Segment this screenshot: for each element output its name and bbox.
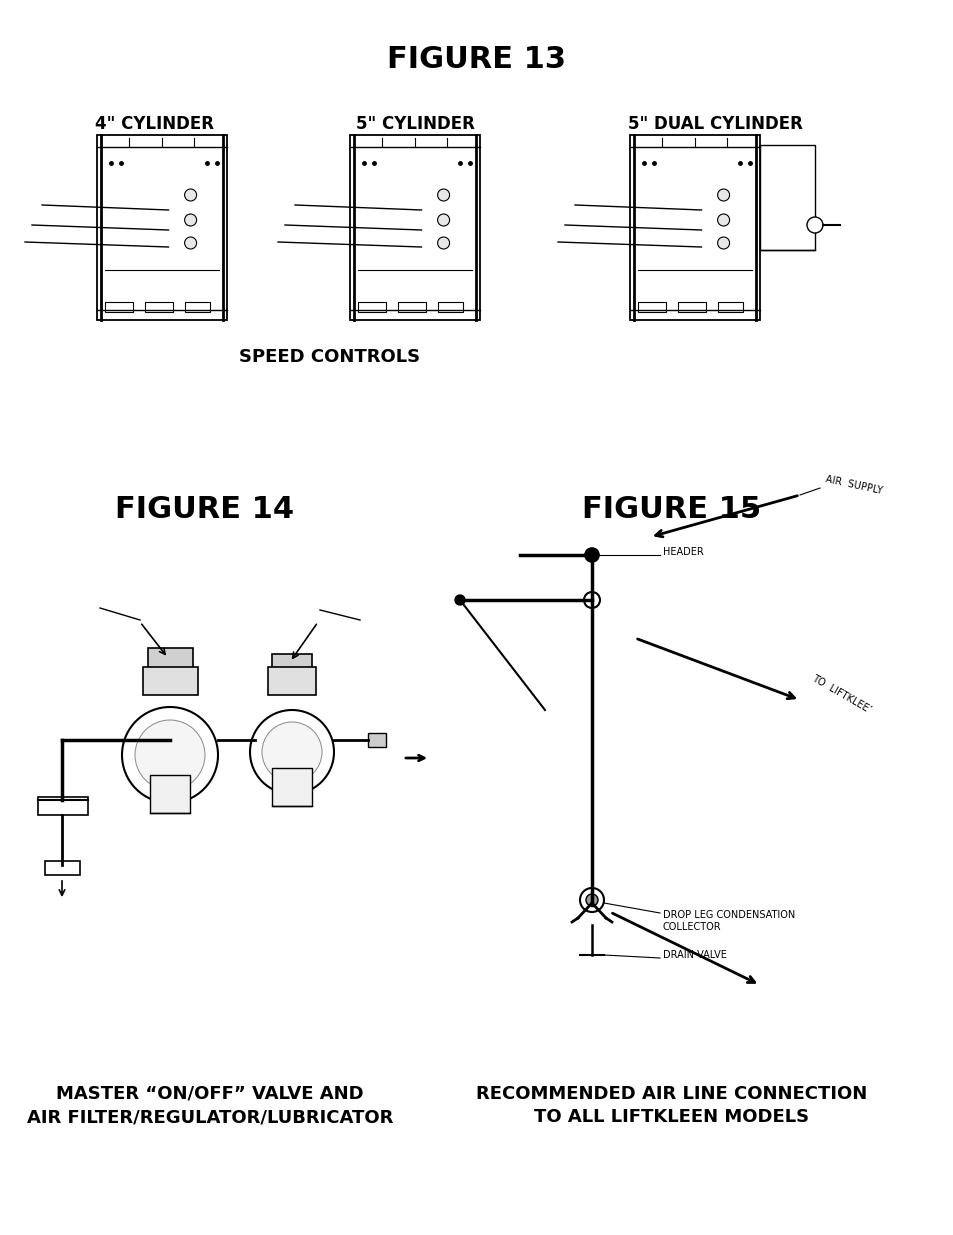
Bar [145,303,172,312]
Circle shape [806,217,822,233]
Circle shape [579,888,603,911]
Circle shape [455,595,464,605]
Circle shape [250,710,334,794]
Bar [437,303,462,312]
Text: 5" DUAL CYLINDER: 5" DUAL CYLINDER [627,115,801,133]
Circle shape [262,722,322,782]
Bar [143,667,198,695]
Bar [97,135,227,320]
Text: AIR FILTER/REGULATOR/LUBRICATOR: AIR FILTER/REGULATOR/LUBRICATOR [27,1108,393,1126]
Text: 4" CYLINDER: 4" CYLINDER [95,115,214,133]
Text: FIGURE 15: FIGURE 15 [582,495,760,524]
Bar [397,303,426,312]
Circle shape [583,592,599,608]
Text: FIGURE 13: FIGURE 13 [387,44,566,74]
Text: AIR  SUPPLY: AIR SUPPLY [824,474,882,496]
Circle shape [717,237,729,249]
Bar [185,303,210,312]
Bar [45,861,80,876]
Text: 5" CYLINDER: 5" CYLINDER [355,115,474,133]
Bar [38,797,88,815]
Text: SPEED CONTROLS: SPEED CONTROLS [239,348,420,366]
Circle shape [585,894,598,906]
Text: MASTER “ON/OFF” VALVE AND: MASTER “ON/OFF” VALVE AND [56,1086,363,1103]
Circle shape [437,214,449,226]
Bar [350,135,479,320]
Circle shape [584,548,598,562]
Circle shape [437,189,449,201]
Bar [760,144,814,249]
Bar [268,667,315,695]
Bar [105,303,132,312]
Text: TO ALL LIFTKLEEN MODELS: TO ALL LIFTKLEEN MODELS [534,1108,809,1126]
Circle shape [185,214,196,226]
Bar [629,135,760,320]
Text: TO  LIFTKLEE’: TO LIFTKLEE’ [809,673,872,715]
Circle shape [585,594,598,606]
Bar [638,303,665,312]
Bar [148,648,193,671]
Text: DRAIN VALVE: DRAIN VALVE [662,950,726,960]
Text: FIGURE 14: FIGURE 14 [115,495,294,524]
Circle shape [122,706,218,803]
Bar [357,303,386,312]
Circle shape [437,237,449,249]
Circle shape [185,237,196,249]
Text: COLLECTOR: COLLECTOR [662,923,720,932]
Bar [150,776,190,813]
Circle shape [185,189,196,201]
Bar [272,655,312,672]
Bar [368,734,386,747]
Text: RECOMMENDED AIR LINE CONNECTION: RECOMMENDED AIR LINE CONNECTION [476,1086,866,1103]
Text: HEADER: HEADER [662,547,703,557]
Circle shape [717,189,729,201]
Bar [718,303,742,312]
Circle shape [717,214,729,226]
Bar [272,768,312,806]
Circle shape [135,720,205,790]
Bar [678,303,705,312]
Text: DROP LEG CONDENSATION: DROP LEG CONDENSATION [662,910,795,920]
